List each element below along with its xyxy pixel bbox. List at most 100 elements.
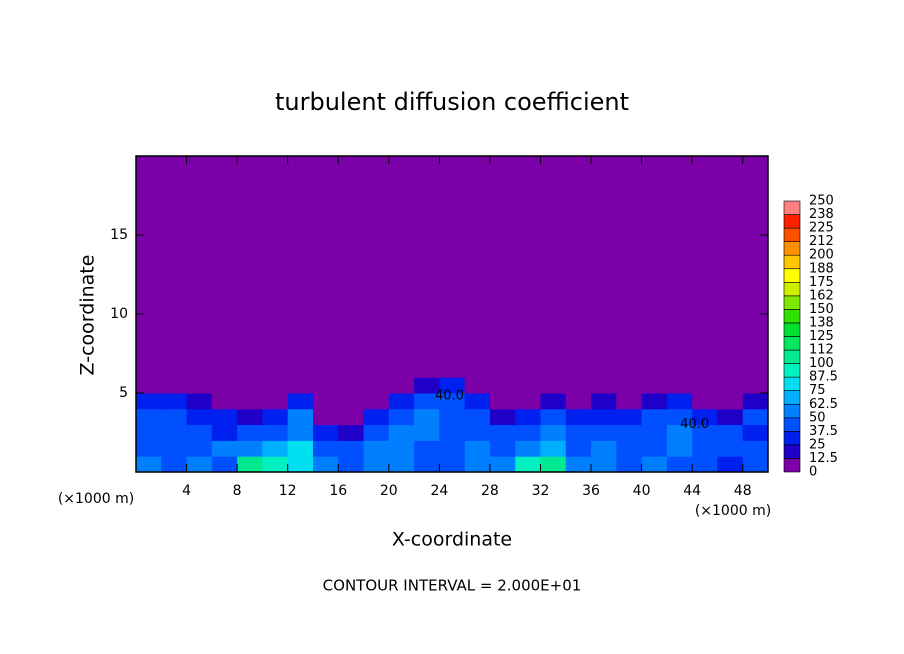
y-tick-label: 10	[110, 306, 128, 322]
colorbar-swatch	[783, 268, 801, 283]
cell	[565, 393, 592, 410]
colorbar-label: 75	[809, 383, 826, 398]
cell	[388, 156, 415, 378]
cell	[262, 393, 289, 410]
cell	[388, 408, 415, 426]
cell	[641, 408, 668, 426]
cell	[312, 408, 339, 426]
cell	[136, 456, 162, 473]
y-unit: (×1000 m)	[58, 491, 134, 507]
cell	[262, 456, 289, 473]
colorbar-swatch	[783, 214, 801, 229]
colorbar-swatch	[783, 241, 801, 256]
cell	[186, 156, 213, 378]
cell	[312, 424, 339, 441]
cell	[515, 377, 541, 394]
cell	[388, 377, 415, 394]
cell	[717, 377, 744, 394]
cell	[616, 408, 643, 426]
colorbar-label: 250	[809, 194, 834, 209]
cell	[186, 440, 213, 457]
cell	[186, 424, 213, 441]
cell	[363, 456, 390, 473]
cell	[211, 424, 238, 441]
field	[136, 156, 769, 473]
x-tick-label: 24	[430, 483, 448, 499]
cell	[262, 156, 289, 378]
cell	[338, 377, 365, 394]
cell	[464, 393, 491, 410]
cell	[565, 440, 592, 457]
cell	[515, 393, 541, 410]
cell	[591, 408, 617, 426]
cell	[338, 456, 365, 473]
cell	[616, 456, 643, 473]
cell	[186, 456, 213, 473]
x-tick-label: 44	[683, 483, 701, 499]
cell	[211, 393, 238, 410]
cell	[338, 440, 365, 457]
cell	[363, 408, 390, 426]
cell	[692, 440, 718, 457]
colorbar-swatch	[783, 444, 801, 459]
cell	[161, 393, 188, 410]
cell	[439, 393, 466, 410]
cell	[363, 377, 390, 394]
colorbar-label: 125	[809, 329, 834, 344]
cell	[591, 377, 617, 394]
x-tick-label: 12	[279, 483, 297, 499]
cell	[363, 393, 390, 410]
cell	[666, 424, 693, 441]
cell	[591, 156, 617, 378]
colorbar-label: 100	[809, 356, 834, 371]
cell	[540, 156, 567, 378]
cell	[237, 456, 263, 473]
cell	[717, 424, 744, 441]
cell	[742, 156, 769, 378]
cell	[515, 456, 541, 473]
cell	[439, 408, 466, 426]
cell	[489, 424, 516, 441]
colorbar-label: 0	[809, 465, 817, 480]
cell	[489, 456, 516, 473]
cell	[414, 393, 440, 410]
cell	[692, 393, 718, 410]
cell	[136, 156, 162, 378]
x-tick-label: 32	[532, 483, 550, 499]
cell	[211, 156, 238, 378]
cell	[515, 408, 541, 426]
colorbar-label: 112	[809, 343, 834, 358]
cell	[565, 424, 592, 441]
cell	[211, 377, 238, 394]
colorbar-label: 87.5	[809, 370, 838, 385]
cell	[161, 377, 188, 394]
y-tick-label: 5	[119, 385, 128, 401]
cell	[515, 440, 541, 457]
colorbar-swatch	[783, 309, 801, 324]
colorbar-label: 238	[809, 207, 834, 222]
colorbar-swatch	[783, 363, 801, 378]
colorbar-label: 138	[809, 315, 834, 330]
colorbar-label: 25	[809, 437, 826, 452]
cell	[287, 424, 314, 441]
cell	[414, 408, 440, 426]
cell	[161, 408, 188, 426]
cell	[616, 393, 643, 410]
x-tick-label: 28	[481, 483, 499, 499]
cell	[717, 456, 744, 473]
cell	[717, 440, 744, 457]
cell	[312, 377, 339, 394]
x-tick-label: 16	[329, 483, 347, 499]
cell	[692, 156, 718, 378]
colorbar-swatch	[783, 376, 801, 391]
cell	[692, 456, 718, 473]
y-tick-label: 15	[110, 227, 128, 243]
cell	[363, 440, 390, 457]
cell	[439, 456, 466, 473]
cell	[515, 424, 541, 441]
colorbar-label: 212	[809, 234, 834, 249]
cell	[717, 393, 744, 410]
cell	[312, 393, 339, 410]
colorbar-swatch	[783, 200, 801, 215]
cell	[287, 456, 314, 473]
